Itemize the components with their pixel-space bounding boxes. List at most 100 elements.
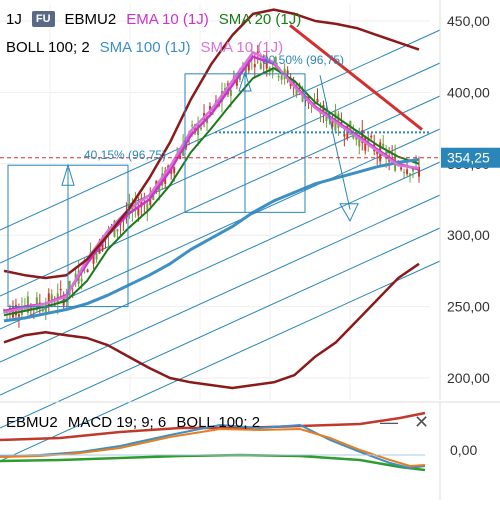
price-badge-label: 354,25 [447,150,490,166]
candle-body [301,94,304,102]
candle-body [179,155,182,160]
channel-line [0,260,441,462]
candle-body [86,269,89,273]
candle-body [343,134,346,137]
candle-body [403,172,406,174]
candle-body [229,90,232,97]
minus-icon[interactable]: — [380,412,398,432]
legend-ema10[interactable]: EMA 10 (1J) [126,10,209,28]
channel-line [0,95,441,297]
price-badge [441,147,500,168]
candle-body [47,293,50,306]
channel-line [0,128,441,330]
macd-boll-label[interactable]: BOLL 100; 2 [176,414,261,431]
candle-body [244,66,247,77]
candle-body [337,113,340,128]
candle-body [173,167,176,174]
y-tick-label: 300,00 [447,227,490,243]
y-tick-label: 400,00 [447,84,490,100]
candle-body [59,288,62,291]
candle-body [271,68,274,73]
candle-body [319,112,322,115]
legend-sma20[interactable]: SMA 20 (1J) [218,10,302,28]
candle-body [376,151,379,155]
candle-body [131,207,134,212]
candle-body [44,305,47,313]
channel-line [0,62,441,264]
candle-body [194,124,197,133]
legend-boll[interactable]: BOLL 100; 2 [6,38,90,56]
channel-line [0,194,441,396]
candle-body [358,135,361,147]
candle-body [95,253,98,260]
candle-body [50,294,53,303]
candle-body [322,104,325,115]
symbol-label[interactable]: EBMU2 [64,10,117,28]
series-sma20 [3,67,420,317]
candle-body [418,166,420,177]
macd-symbol[interactable]: EBMU2 [6,414,58,431]
futures-badge: FU [31,11,55,27]
candle-body [170,169,173,174]
arrow-head-c [339,203,359,222]
candle-body [367,137,370,144]
candle-body [53,304,56,306]
candle-body [406,169,409,175]
series-boll-upper [3,8,420,280]
candle-body [295,87,298,96]
measure-label-b: 30,50% (96,75) [262,53,344,67]
series-sma100 [3,158,420,323]
candle-body [119,223,122,225]
candle-body [274,56,277,66]
y-tick-label: 200,00 [447,370,490,386]
candle-body [152,193,155,200]
candle-body [265,59,268,69]
candle-body [361,130,364,143]
header-row-2: BOLL 100; 2 SMA 100 (1J) SMA 10 (1J) [6,36,293,58]
series-boll-lower [3,262,420,390]
candle-body [280,75,283,80]
candle-body [247,60,250,71]
header-row-1: 1J FU EBMU2 EMA 10 (1J) SMA 20 (1J) [6,8,311,30]
candle-body [26,296,29,313]
candle-body [331,120,334,127]
candle-body [409,173,412,176]
candle-body [235,79,238,86]
candle-body [137,208,140,216]
close-icon[interactable]: ✕ [414,412,430,432]
y-tick-label: 250,00 [447,299,490,315]
down-arrow [319,75,351,210]
legend-sma100[interactable]: SMA 100 (1J) [99,38,191,56]
candle-body [400,167,403,170]
candle-body [259,63,262,69]
candle-body [41,309,44,312]
series-sma10 [3,51,420,314]
candle-body [146,203,149,210]
candle-body [316,98,319,103]
candle-body [17,314,20,317]
macd-label[interactable]: MACD 19; 9; 6 [67,414,167,431]
candle-body [62,295,65,306]
macd-boll-upper [0,411,426,442]
resistance-line [289,24,423,131]
y-tick-label: 450,00 [447,13,490,29]
candle-body [80,278,83,282]
candle-body [92,254,95,264]
candle-body [101,239,104,251]
candle-body [382,143,385,147]
legend-sma10[interactable]: SMA 10 (1J) [200,38,284,56]
macd-zero-label: 0,00 [450,442,477,458]
candle-body [349,120,352,135]
channel-line [0,161,441,363]
candle-body [238,74,241,80]
candle-body [65,296,68,301]
candle-body [286,70,289,75]
channel-line [0,227,441,429]
candle-body [277,76,280,78]
candle-body [289,81,292,87]
timeframe-label[interactable]: 1J [6,10,22,28]
candle-body [191,124,194,127]
signal-line [0,427,426,468]
